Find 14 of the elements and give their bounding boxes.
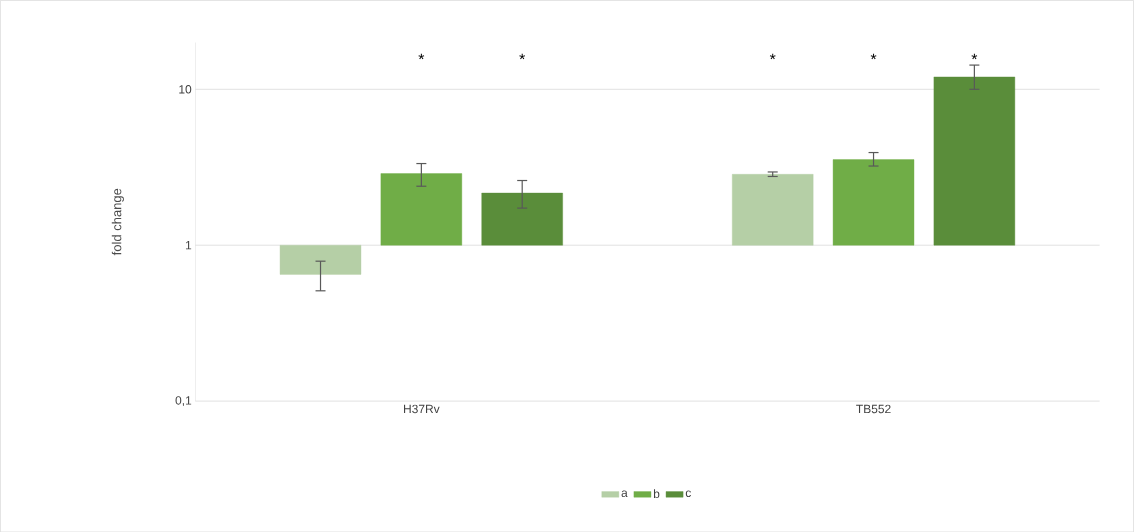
annotation: * <box>418 53 425 60</box>
annotation: * <box>769 53 776 60</box>
legend-label: b <box>653 489 660 498</box>
legend-label: a <box>621 490 628 497</box>
y-tick-label: 1 <box>185 240 192 250</box>
x-tick-label: H37Rv <box>404 404 440 413</box>
annotation: * <box>519 53 526 60</box>
y-tick-label: 0,1 <box>175 395 192 406</box>
y-axis-title: fold change <box>111 188 124 255</box>
annotation: * <box>870 53 877 60</box>
x-tick-label: TB552 <box>856 404 891 413</box>
legend-label: c <box>685 490 691 497</box>
y-tick-label: 10 <box>179 84 192 94</box>
annotation: * <box>971 53 978 60</box>
